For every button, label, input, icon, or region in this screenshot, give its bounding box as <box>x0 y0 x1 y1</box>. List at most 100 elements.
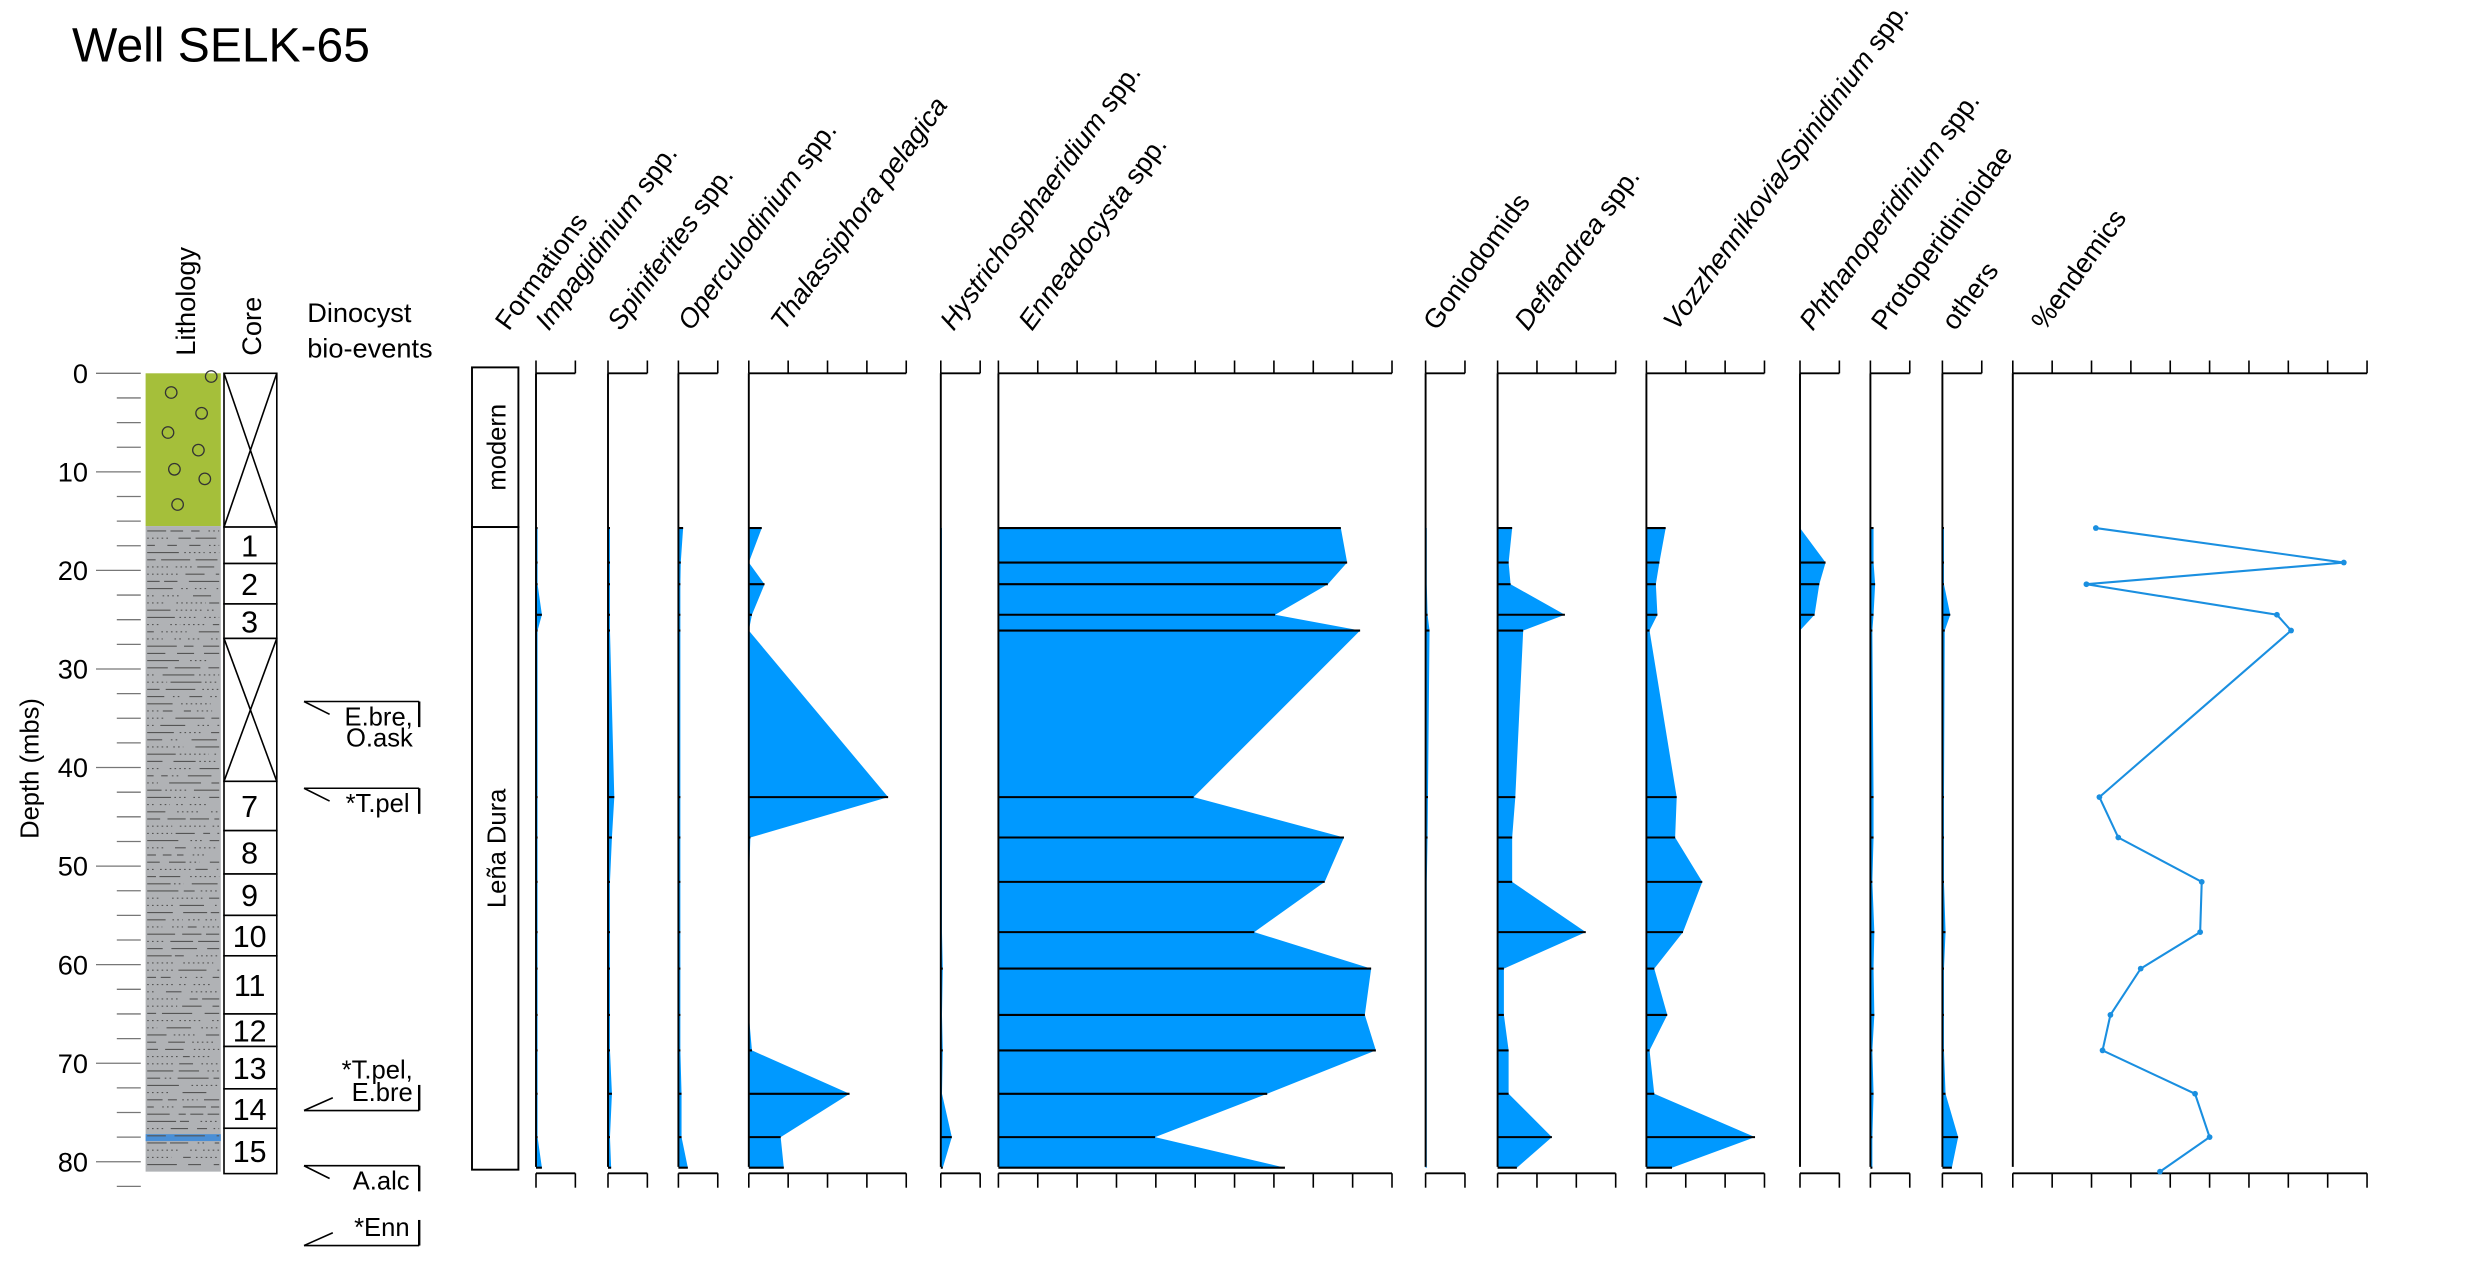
figure-title: Well SELK-65 <box>72 19 370 72</box>
endemics-point <box>2274 611 2280 618</box>
core-box <box>223 914 278 957</box>
core-box <box>223 780 278 832</box>
top-occurrence-icon <box>303 787 330 802</box>
core-number: 2 <box>241 568 258 602</box>
lithology-blue-layer <box>145 1134 221 1142</box>
gravel-symbol <box>198 472 212 486</box>
depth-axis: 0 10 20 30 40 50 60 70 80 <box>58 358 141 1188</box>
bioevent-marker: *T.pel,E.bre <box>303 1057 421 1112</box>
depth-tick-label: 80 <box>58 1146 88 1177</box>
bioevent-label: E.bre <box>352 1079 413 1107</box>
endemics-point <box>2288 627 2294 634</box>
core-box <box>223 562 278 605</box>
core-number: 13 <box>233 1052 267 1086</box>
base-occurrence-icon <box>303 1232 334 1247</box>
taxon-name: others <box>1935 256 2004 335</box>
endemics-point <box>2157 1168 2163 1175</box>
formation-label: Leña Dura <box>484 788 512 908</box>
bioevent-marker: E.bre,O.ask <box>303 700 421 752</box>
gravel-symbol <box>171 498 185 511</box>
formations-column: modern Leña Dura <box>471 366 520 1171</box>
depth-tick-label: 40 <box>58 752 88 783</box>
core-number: 7 <box>241 790 258 824</box>
endemics-point <box>2340 559 2347 566</box>
panel-spiniferites: Spiniferites spp. <box>601 160 740 1188</box>
core-box <box>223 873 278 917</box>
core-number: 3 <box>241 605 258 639</box>
core-box <box>223 1013 278 1048</box>
abundance-area <box>940 528 952 1168</box>
gravel-symbol <box>192 443 205 457</box>
endemics-point <box>2197 929 2204 936</box>
formation-box <box>471 366 520 529</box>
panel-impagidinium: Impagidinium spp. <box>529 138 683 1188</box>
endemics-point <box>2206 1134 2213 1141</box>
depth-tick-label: 70 <box>58 1048 88 1079</box>
core-header: Core <box>236 297 267 356</box>
lithology-header: Lithology <box>170 246 201 355</box>
abundance-area <box>1942 528 1959 1168</box>
core-number: 1 <box>241 529 258 563</box>
endemics-point <box>2137 965 2144 972</box>
core-box <box>223 526 278 565</box>
bioevent-label: *Enn <box>354 1214 410 1242</box>
abundance-area <box>1646 528 1756 1168</box>
bioevent-marker: A.alc <box>303 1164 421 1196</box>
endemics-point <box>2115 834 2122 841</box>
depth-tick-label: 50 <box>58 851 88 882</box>
core-number: 14 <box>233 1093 267 1127</box>
depth-tick-label: 30 <box>58 654 88 685</box>
core-number: 9 <box>241 879 258 913</box>
formation-box <box>471 526 520 1171</box>
lithology-mudstone <box>145 526 221 1172</box>
abundance-area <box>1497 528 1586 1168</box>
gravel-symbol <box>195 406 209 420</box>
bioevents-header-line1: Dinocyst <box>307 297 412 328</box>
abundance-area <box>608 528 615 1168</box>
bioevents-header-line2: bio-events <box>307 332 432 363</box>
endemics-point <box>2099 1047 2106 1054</box>
abundance-area <box>1800 528 1826 1168</box>
panel-header: Enneadocysta spp. <box>1012 130 1173 335</box>
endemics-point <box>2083 581 2090 588</box>
depth-tick-label: 10 <box>58 456 88 487</box>
endemics-point <box>2107 1012 2114 1018</box>
core-number: 11 <box>234 969 266 1003</box>
depth-tick-label: 60 <box>58 949 88 980</box>
bioevent-label: *T.pel <box>346 790 410 818</box>
gravel-symbol <box>204 370 218 383</box>
panel-header: Deflandrea spp. <box>1508 162 1646 336</box>
core-number: 10 <box>233 920 267 954</box>
panel-header: Vozzhennikovia/Spinidinium spp. <box>1657 0 1915 335</box>
bioevent-marker: *Enn <box>303 1214 421 1247</box>
panel-header: Spiniferites spp. <box>601 160 740 335</box>
panel-endemics: %endemics <box>2011 203 2368 1188</box>
abundance-area <box>536 528 542 1168</box>
core-number: 8 <box>241 837 258 871</box>
no-recovery-cross <box>223 638 278 782</box>
bioevent-label: A.alc <box>353 1168 410 1196</box>
bioevent-label: E.bre, <box>345 704 413 732</box>
taxon-name: Thalassiphora pelagica <box>764 91 953 335</box>
lithology-column <box>145 370 221 1172</box>
core-number: 15 <box>233 1135 267 1169</box>
formation-label: modern <box>484 404 512 491</box>
panel-header: others <box>1935 256 2004 335</box>
depth-tick-label: 20 <box>58 555 88 586</box>
taxa-panels: Impagidinium spp.Spiniferites spp.Opercu… <box>529 0 2368 1188</box>
panel-deflandrea: Deflandrea spp. <box>1496 162 1646 1188</box>
core-box <box>223 1088 278 1130</box>
panel-enneadocysta: Enneadocysta spp. <box>997 130 1393 1188</box>
top-occurrence-icon <box>303 700 330 716</box>
gravel-symbol <box>168 462 181 476</box>
no-recovery-cross <box>223 373 278 528</box>
abundance-area <box>748 528 889 1168</box>
bioevent-label: *T.pel, <box>342 1057 413 1085</box>
top-occurrence-icon <box>303 1165 330 1180</box>
abundance-area <box>1425 528 1430 1168</box>
panel-header: %endemics <box>2025 203 2133 335</box>
bioevent-marker: *T.pel <box>303 787 421 818</box>
gravel-symbol <box>161 426 175 439</box>
